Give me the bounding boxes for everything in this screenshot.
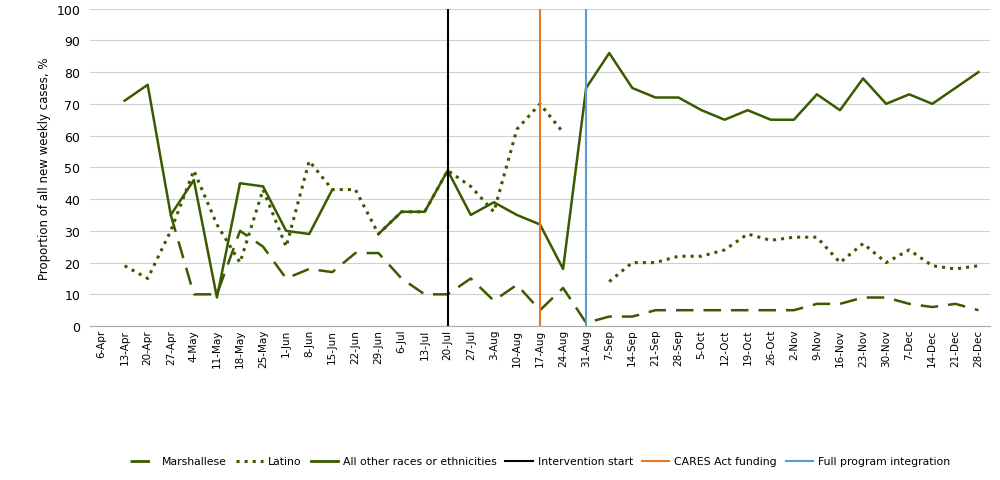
Legend: Marshallese, Latino, All other races or ethnicities, Intervention start, CARES A: Marshallese, Latino, All other races or … (125, 452, 955, 471)
Y-axis label: Proportion of all new weekly cases, %: Proportion of all new weekly cases, % (38, 57, 51, 279)
